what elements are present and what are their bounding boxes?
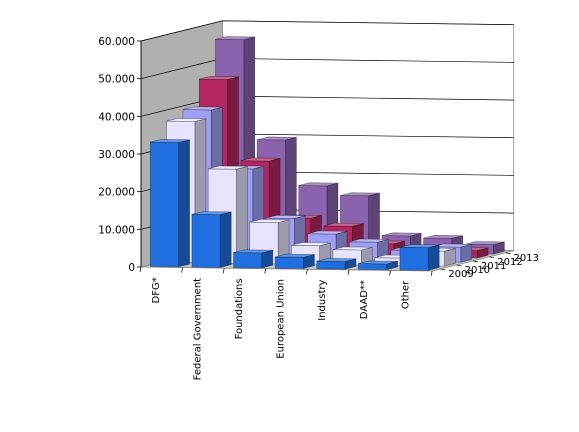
bar-top bbox=[266, 214, 306, 219]
category-label: European Union bbox=[276, 279, 287, 359]
series-label: 2013 bbox=[514, 253, 539, 264]
bar-top bbox=[233, 249, 273, 254]
chart-labels: 0 10.000 20.000 30.000 40.000 50.000 60.000 DFG… bbox=[98, 36, 539, 380]
y-tick-label: 60.000 bbox=[98, 36, 135, 48]
z-tick-mark bbox=[505, 252, 511, 255]
bar-2009-2 bbox=[233, 249, 274, 269]
category-label: Federal Government bbox=[192, 278, 203, 380]
gridline bbox=[140, 20, 514, 42]
x-tick-mark bbox=[139, 266, 142, 273]
series-label: 2012 bbox=[497, 257, 522, 268]
bar-top bbox=[208, 165, 248, 170]
bar-side bbox=[261, 249, 274, 269]
bar-2009-1 bbox=[191, 211, 232, 268]
category-label: DFG* bbox=[151, 277, 162, 303]
bar-side bbox=[427, 244, 440, 271]
category-label: DAAD** bbox=[359, 280, 370, 319]
bar-top bbox=[275, 253, 315, 258]
series-label: 2009 bbox=[448, 269, 473, 280]
bar-top bbox=[257, 136, 297, 141]
z-tick-mark bbox=[456, 264, 462, 267]
series-label: 2011 bbox=[481, 261, 506, 272]
bar-top bbox=[240, 157, 281, 162]
bar-top bbox=[332, 246, 373, 251]
bar-front bbox=[357, 263, 387, 271]
bar-top bbox=[432, 243, 472, 248]
bar-2009-0 bbox=[150, 139, 190, 268]
category-label: Industry bbox=[317, 280, 328, 321]
bar-top bbox=[150, 139, 190, 143]
x-tick-mark bbox=[222, 268, 225, 274]
x-tick-mark bbox=[347, 269, 350, 275]
x-tick-mark bbox=[264, 268, 267, 274]
bar-top bbox=[191, 211, 232, 216]
bar-top bbox=[358, 260, 398, 265]
chart-bars bbox=[150, 36, 505, 271]
z-tick-mark bbox=[489, 256, 495, 259]
category-label: Foundations bbox=[234, 278, 245, 339]
bar-2009-6 bbox=[399, 244, 440, 271]
bar-side bbox=[444, 248, 456, 267]
y-tick-label: 30.000 bbox=[98, 149, 135, 161]
bar-top bbox=[215, 36, 255, 41]
x-tick-mark bbox=[389, 270, 391, 276]
bar-top bbox=[307, 230, 348, 235]
series-label: 2010 bbox=[465, 265, 490, 276]
bar-top bbox=[316, 258, 357, 262]
y-tick-label: 50.000 bbox=[98, 74, 135, 86]
bar-front bbox=[274, 256, 304, 269]
bar-top bbox=[340, 192, 380, 197]
bar-front bbox=[399, 246, 429, 271]
y-tick-label: 40.000 bbox=[98, 111, 135, 123]
x-tick-mark bbox=[181, 267, 183, 273]
bar-top bbox=[249, 218, 290, 223]
bar-top bbox=[323, 222, 364, 227]
bar-top bbox=[298, 182, 339, 187]
bar-top bbox=[423, 234, 463, 239]
bar-top bbox=[199, 76, 239, 80]
x-tick-mark bbox=[306, 269, 308, 275]
bar-top bbox=[349, 238, 389, 243]
bar-2009-4 bbox=[316, 258, 357, 270]
bar-top bbox=[166, 118, 206, 122]
bar-side bbox=[219, 211, 232, 268]
bar-side bbox=[178, 139, 190, 268]
bar-top bbox=[399, 244, 440, 249]
y-tick-label: 20.000 bbox=[98, 187, 135, 199]
bar-front bbox=[150, 141, 179, 268]
bar-2009-5 bbox=[357, 260, 398, 271]
y-tick-label: 0 bbox=[128, 262, 135, 274]
bar-front bbox=[191, 213, 221, 268]
z-tick-mark bbox=[472, 260, 479, 263]
bar-front bbox=[233, 252, 263, 269]
bar-front bbox=[316, 260, 346, 270]
bar-top bbox=[182, 106, 223, 111]
bar-side bbox=[236, 166, 248, 264]
z-tick-mark bbox=[440, 268, 446, 271]
category-label: Other bbox=[400, 280, 411, 309]
bar-top bbox=[465, 241, 505, 245]
bar-top bbox=[291, 242, 331, 247]
bar-2009-3 bbox=[274, 253, 315, 269]
x-tick-mark bbox=[430, 270, 433, 277]
y-tick-label: 10.000 bbox=[98, 224, 135, 236]
bar-top bbox=[381, 232, 422, 237]
